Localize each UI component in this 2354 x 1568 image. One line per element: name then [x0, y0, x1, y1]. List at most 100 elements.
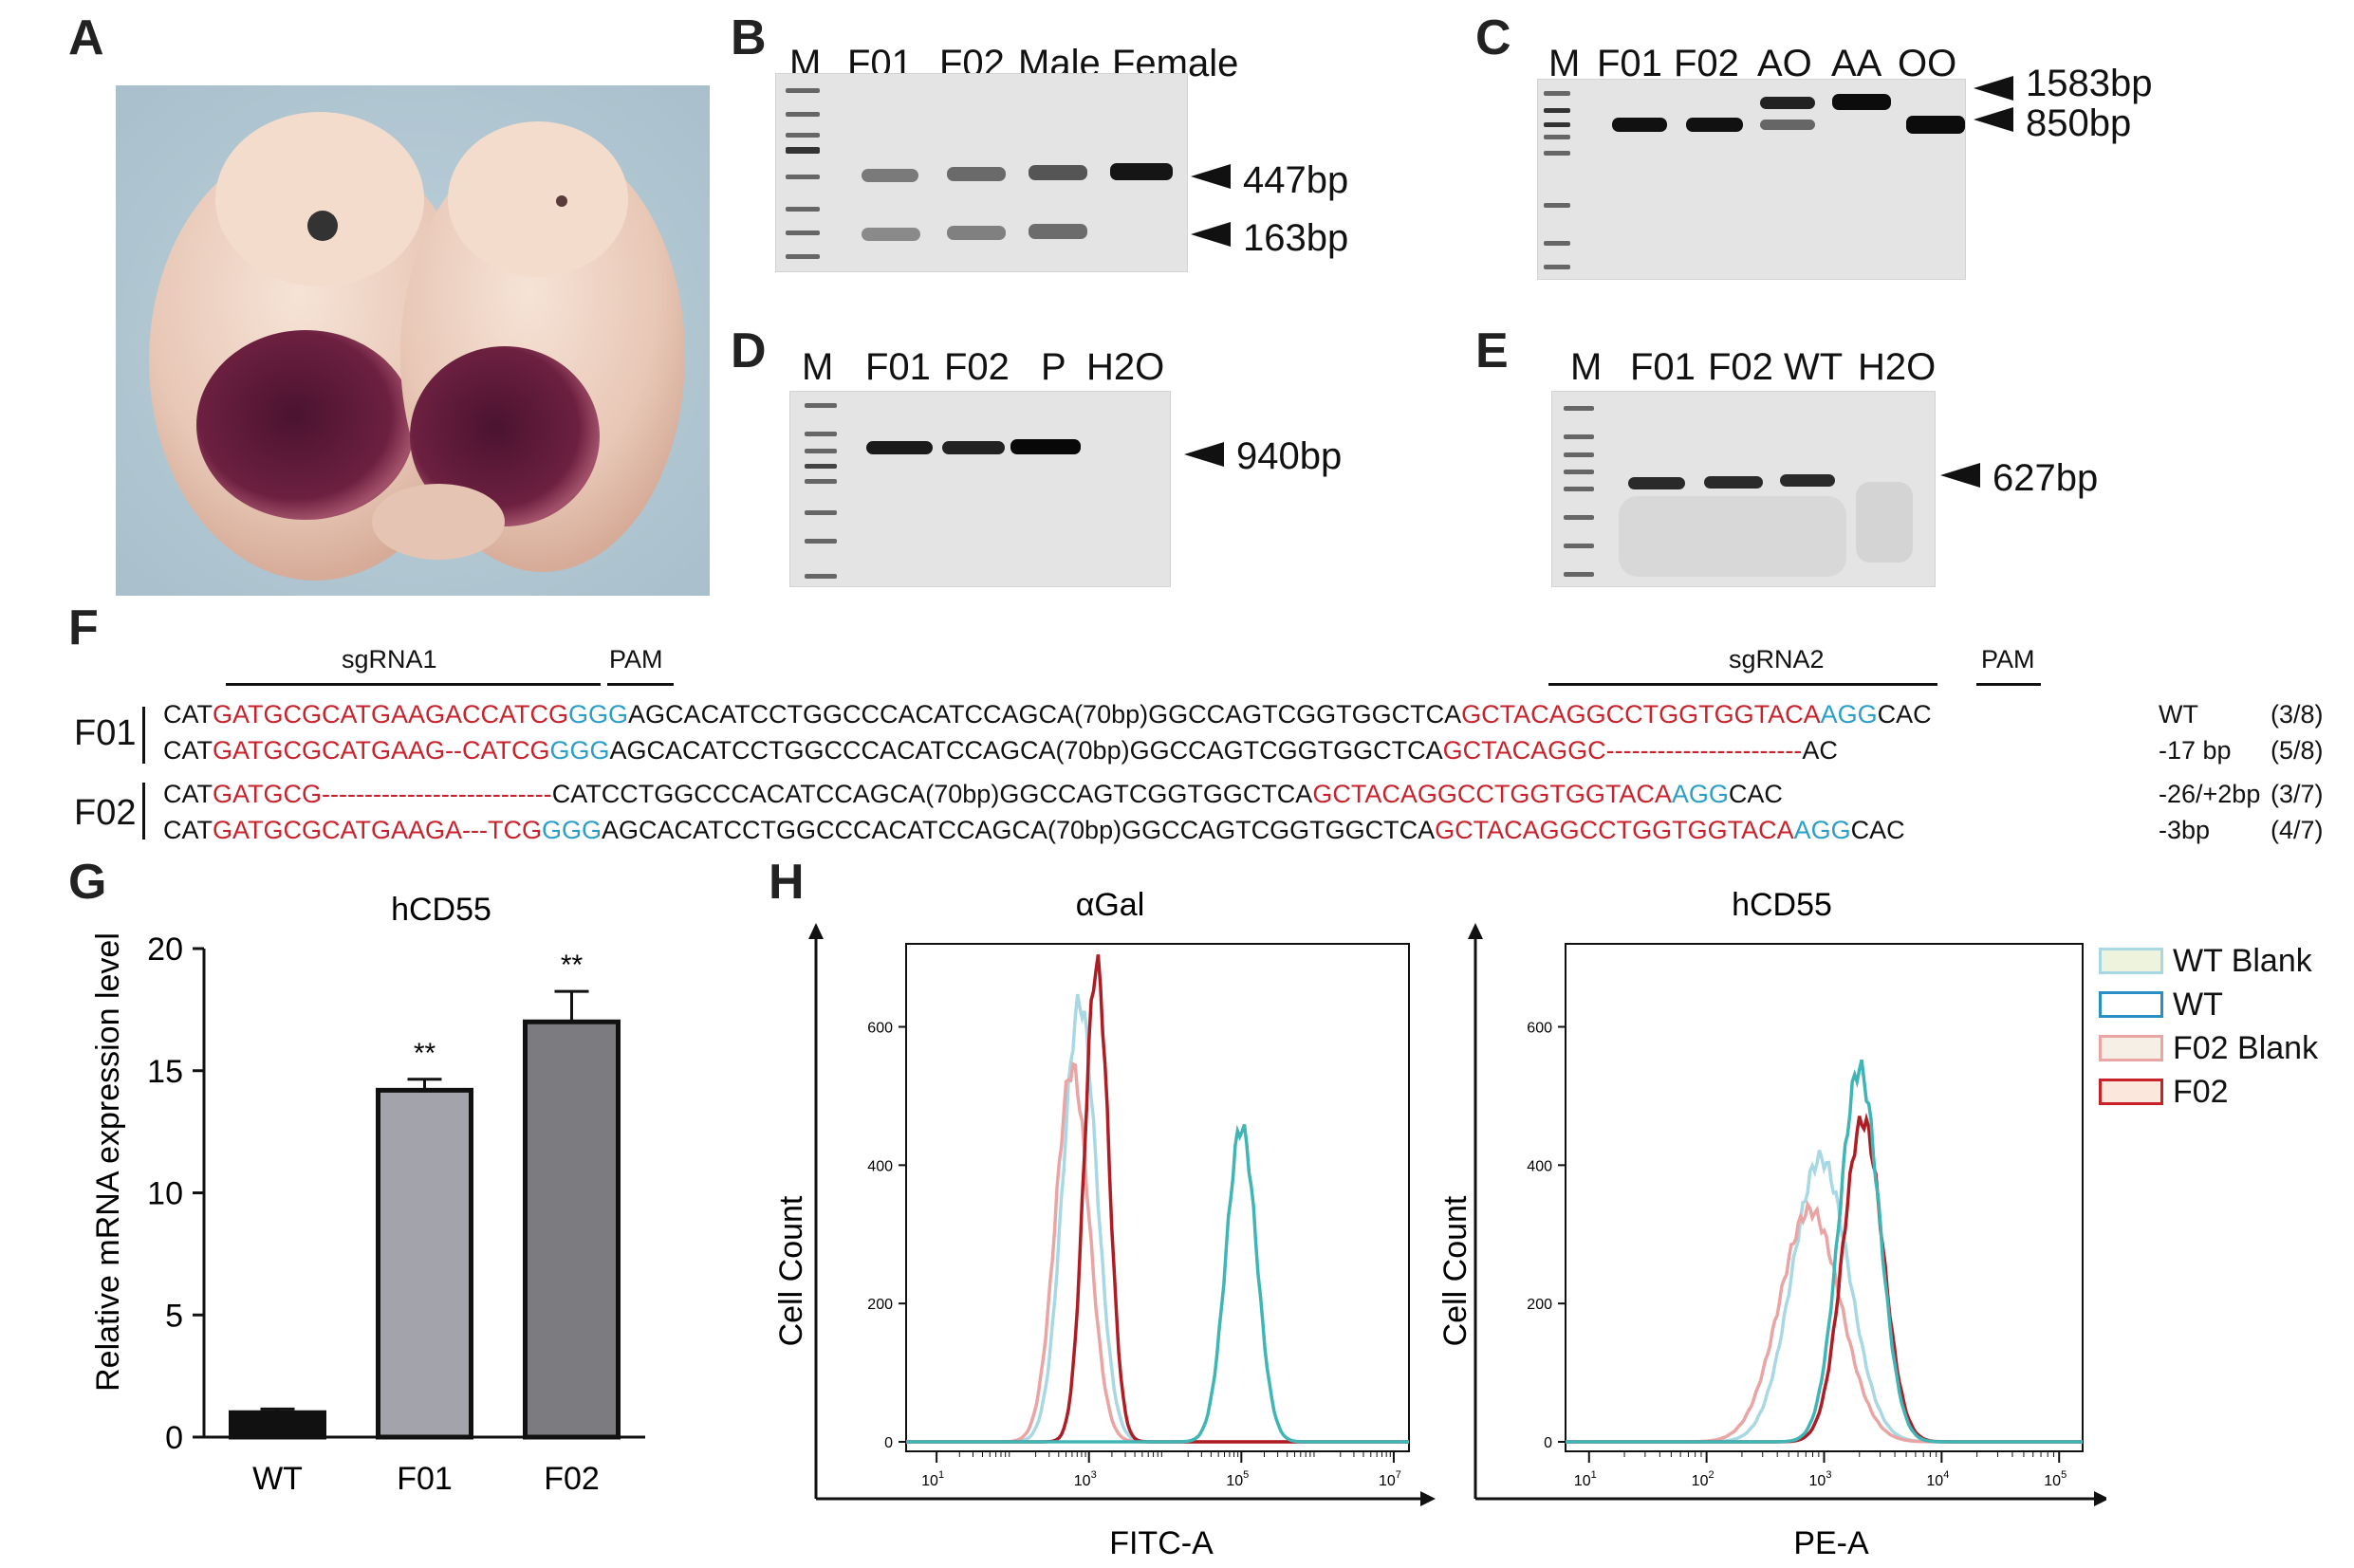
- legend-item: WT: [2099, 983, 2318, 1026]
- bar: [376, 1087, 473, 1440]
- gel-c-lane-ao: AO: [1757, 43, 1812, 84]
- bar: [229, 1410, 326, 1440]
- axis-arrow-icon: [808, 923, 824, 939]
- flow-x-tick-label: 103: [1809, 1469, 1832, 1489]
- gel-b-image: [775, 73, 1188, 272]
- sequence-row-ratio: (4/7): [2271, 816, 2324, 844]
- gel-d-lane-m: M: [802, 346, 834, 388]
- panel-label-c: C: [1475, 10, 1511, 65]
- bar-y-tick-label: 0: [165, 1420, 183, 1456]
- significance-mark: **: [414, 1038, 436, 1069]
- sequence-row-label: -26/+2bp: [2159, 780, 2261, 808]
- flow-y-tick-label: 600: [867, 1021, 893, 1037]
- gel-e-lane-wt: WT: [1784, 346, 1844, 388]
- gel-e-lane-h2o: H2O: [1858, 346, 1937, 388]
- sequence-row: CATGATGCGCATGAAGA---TCGGGGAGCACATCCTGGCC…: [163, 816, 1905, 844]
- legend-swatch: [2099, 1035, 2163, 1061]
- flow-histogram-line: [906, 954, 1409, 1444]
- bar-y-tick-label: 10: [147, 1176, 183, 1212]
- bar-chart-ylabel: Relative mRNA expression level: [90, 932, 126, 1392]
- pam1-bar: [607, 683, 674, 686]
- sequence-row-ratio: (3/8): [2271, 700, 2324, 729]
- pam1-label: PAM: [609, 645, 663, 673]
- flow-agal-ylabel: Cell Count: [773, 1195, 809, 1346]
- legend-item: WT Blank: [2099, 939, 2318, 983]
- legend-label: WT: [2173, 986, 2223, 1023]
- arrow-447-icon: [1191, 164, 1231, 189]
- bar-y-tick-label: 15: [147, 1054, 183, 1090]
- sequence-row: CATGATGCGCATGAAG--CATCGGGGAGCACATCCTGGCC…: [163, 736, 1838, 765]
- panel-label-b: B: [731, 10, 767, 65]
- sgrna2-label: sgRNA2: [1729, 645, 1825, 673]
- flow-x-tick-label: 105: [1226, 1469, 1249, 1489]
- flow-hcd55-xlabel: PE-A: [1793, 1525, 1869, 1556]
- flow-y-tick-label: 200: [867, 1297, 893, 1313]
- flow-chart-hcd55: hCD55 Cell Count PE-A 0 200 400 600 101 102 10…: [1437, 892, 2106, 1556]
- axis-arrow-icon: [1420, 1491, 1436, 1506]
- sequence-row: CATGATGCG---------------------------CATC…: [163, 780, 1783, 808]
- arrow-1583-icon: [1974, 76, 2013, 101]
- sequence-row: CATGATGCGCATGAAGACCATCGGGGAGCACATCCTGGCC…: [163, 700, 1932, 729]
- gel-c-lane-f01: F01: [1597, 43, 1662, 84]
- panel-label-d: D: [731, 323, 767, 378]
- group-f01-label: F01: [74, 713, 137, 753]
- flow-y-tick-label: 0: [1544, 1435, 1552, 1451]
- gel-d-lane-h2o: H2O: [1086, 346, 1165, 388]
- panel-label-h: H: [769, 855, 805, 910]
- bar-y-tick-label: 5: [165, 1298, 183, 1334]
- sequence-row-ratio: (5/8): [2271, 736, 2324, 765]
- legend-label: F02: [2173, 1073, 2229, 1110]
- arrow-940-icon: [1184, 442, 1224, 467]
- flow-y-tick-label: 200: [1527, 1297, 1552, 1313]
- gel-e-lane-f01: F01: [1630, 346, 1696, 388]
- arrow-627-icon: [1940, 463, 1980, 488]
- sequence-row-label: -3bp: [2159, 816, 2211, 844]
- sequence-row-label: WT: [2159, 700, 2198, 729]
- legend-swatch: [2099, 991, 2163, 1018]
- flow-histogram-line: [906, 1061, 1409, 1444]
- gel-c-size-850: 850bp: [2026, 102, 2132, 144]
- flow-agal-xlabel: FITC-A: [1109, 1525, 1214, 1556]
- bar-x-label: F01: [397, 1461, 453, 1497]
- sgrna1-bar: [226, 683, 601, 686]
- pam2-bar: [1976, 683, 2041, 686]
- gel-c-size-1583: 1583bp: [2026, 63, 2153, 104]
- legend-item: F02: [2099, 1070, 2318, 1114]
- flow-hcd55-title: hCD55: [1732, 892, 1832, 923]
- axis-arrow-icon: [2094, 1491, 2106, 1506]
- gel-d-lane-f01: F01: [865, 346, 931, 388]
- flow-x-tick-label: 105: [2044, 1469, 2067, 1489]
- flow-y-tick-label: 600: [1527, 1021, 1552, 1037]
- flow-x-tick-label: 107: [1379, 1469, 1401, 1489]
- pam2-label: PAM: [1981, 645, 2035, 673]
- bar-x-label: F02: [544, 1461, 600, 1497]
- legend-swatch: [2099, 948, 2163, 974]
- flow-x-tick-label: 101: [1574, 1469, 1597, 1489]
- legend-label: WT Blank: [2173, 942, 2312, 979]
- axis-arrow-icon: [1468, 923, 1483, 939]
- flow-x-tick-label: 103: [1074, 1469, 1097, 1489]
- gel-d-lane-p: P: [1041, 346, 1066, 388]
- embryo-photo: [116, 85, 710, 596]
- bar-chart-title: hCD55: [391, 892, 491, 928]
- gel-c-lane-m: M: [1548, 43, 1581, 84]
- gel-d-image: [789, 391, 1171, 587]
- bar: [523, 1019, 621, 1440]
- legend-item: F02 Blank: [2099, 1026, 2318, 1070]
- flow-y-tick-label: 400: [867, 1158, 893, 1174]
- gel-b-size-447: 447bp: [1243, 159, 1349, 201]
- flow-hcd55-ylabel: Cell Count: [1437, 1195, 1474, 1346]
- flow-plot-frame: [905, 943, 1410, 1452]
- gel-c-lane-oo: OO: [1898, 43, 1957, 84]
- arrow-850-icon: [1974, 107, 2013, 132]
- flow-histogram-line: [906, 993, 1409, 1444]
- group-f02-bracket: [142, 783, 145, 839]
- flow-x-tick-label: 102: [1692, 1469, 1715, 1489]
- legend-swatch: [2099, 1079, 2163, 1105]
- flow-y-tick-label: 0: [884, 1435, 893, 1451]
- gel-e-lane-f02: F02: [1708, 346, 1773, 388]
- flow-y-tick-label: 400: [1527, 1158, 1552, 1174]
- gel-c-image: [1537, 79, 1966, 280]
- flow-x-tick-label: 104: [1926, 1469, 1949, 1489]
- group-f01-bracket: [142, 707, 145, 764]
